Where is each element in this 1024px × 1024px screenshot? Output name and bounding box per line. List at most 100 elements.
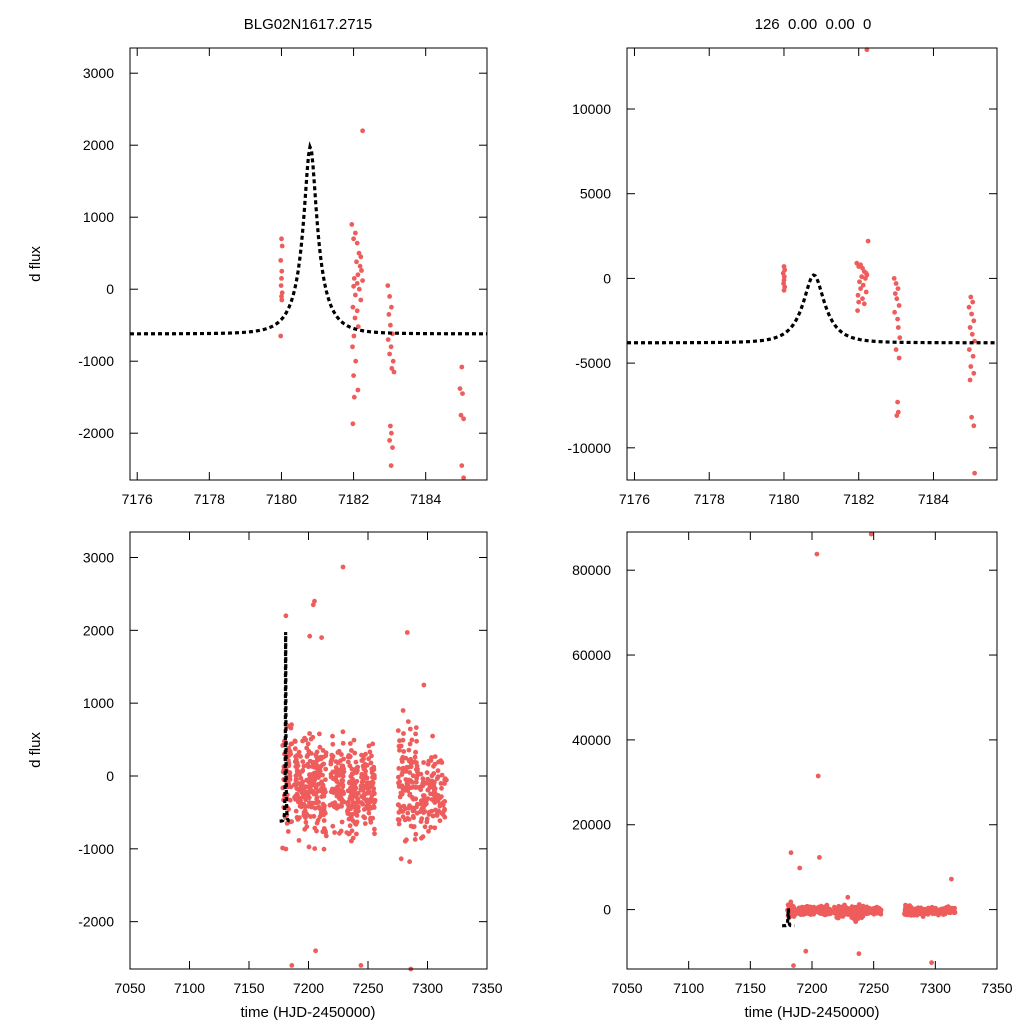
data-point <box>893 347 899 352</box>
data-point <box>358 963 364 968</box>
data-points <box>278 128 466 481</box>
data-point <box>968 364 974 369</box>
data-point <box>439 785 444 791</box>
right-panel-title: 126 0.00 0.00 0 <box>755 16 872 33</box>
data-point <box>404 630 410 635</box>
data-point <box>301 763 307 769</box>
data-point <box>279 243 285 249</box>
data-point <box>432 825 438 831</box>
x-tick-label: 7182 <box>338 491 369 507</box>
data-point <box>286 753 292 758</box>
data-point <box>351 236 356 242</box>
data-point <box>305 812 310 818</box>
data-point <box>420 834 426 840</box>
y-tick-label: 5000 <box>580 186 611 202</box>
x-tick-label: 7250 <box>352 980 383 996</box>
data-point <box>411 759 416 765</box>
data-point <box>971 423 977 429</box>
data-point <box>279 268 285 274</box>
data-point <box>350 771 355 777</box>
data-point <box>418 771 424 777</box>
data-point <box>313 948 318 954</box>
data-point <box>289 722 294 728</box>
data-point <box>433 807 438 813</box>
data-point <box>861 301 867 307</box>
data-point <box>427 778 433 784</box>
data-point <box>338 758 343 764</box>
data-point <box>347 831 352 837</box>
data-point <box>421 793 427 799</box>
data-point <box>338 796 344 801</box>
data-point <box>413 731 418 737</box>
data-point <box>421 810 427 815</box>
data-point <box>407 803 412 809</box>
data-point <box>339 800 345 805</box>
data-point <box>851 908 857 914</box>
x-tick-label: 7050 <box>114 980 145 996</box>
data-point <box>317 744 323 750</box>
data-point <box>354 281 360 286</box>
data-point <box>278 333 284 339</box>
data-point <box>437 818 443 824</box>
data-point <box>360 278 365 283</box>
data-point <box>865 906 871 912</box>
data-point <box>408 785 414 791</box>
data-point <box>396 774 401 780</box>
data-point <box>354 259 359 265</box>
data-point <box>857 279 862 285</box>
data-point <box>929 960 934 965</box>
data-point <box>817 908 823 914</box>
data-point <box>362 761 368 767</box>
data-point <box>403 755 409 761</box>
data-point <box>432 761 438 767</box>
data-point <box>350 344 355 350</box>
data-point <box>405 810 411 816</box>
data-point <box>414 776 419 781</box>
y-tick-label: 2000 <box>83 137 114 153</box>
data-point <box>371 767 377 772</box>
data-point <box>413 831 419 837</box>
data-point <box>405 719 411 724</box>
data-point <box>330 776 336 781</box>
data-point <box>366 810 372 816</box>
data-point <box>432 754 438 759</box>
data-point <box>356 286 362 292</box>
data-point <box>400 737 406 743</box>
y-tick-label: -1000 <box>78 841 114 857</box>
data-point <box>292 746 298 752</box>
data-point <box>302 804 308 810</box>
data-point <box>410 773 416 779</box>
data-point <box>305 761 311 767</box>
data-point <box>400 708 406 713</box>
data-point <box>951 907 957 913</box>
data-point <box>316 773 322 779</box>
data-point <box>286 806 291 812</box>
data-point <box>349 766 355 772</box>
data-point <box>432 791 438 796</box>
data-point <box>395 728 401 733</box>
data-point <box>289 819 294 824</box>
data-point <box>309 772 315 777</box>
data-point <box>855 292 861 298</box>
data-point <box>354 240 360 246</box>
data-point <box>396 821 402 827</box>
data-point <box>340 740 346 746</box>
x-tick-label: 7100 <box>673 980 704 996</box>
data-point <box>860 296 865 302</box>
data-point <box>860 913 866 919</box>
data-point <box>298 799 304 805</box>
data-point <box>356 250 362 256</box>
y-tick-label: 10000 <box>572 101 611 117</box>
data-point <box>390 358 396 364</box>
data-point <box>893 281 899 286</box>
data-point <box>296 772 302 777</box>
data-point <box>365 806 371 812</box>
data-point <box>457 386 463 391</box>
model-curve <box>782 908 795 928</box>
data-point <box>316 781 321 787</box>
y-axis-label-top: d flux <box>27 246 44 282</box>
y-tick-label: 0 <box>603 902 611 918</box>
x-tick-label: 7176 <box>122 491 153 507</box>
data-point <box>349 222 355 227</box>
data-points <box>785 531 958 968</box>
